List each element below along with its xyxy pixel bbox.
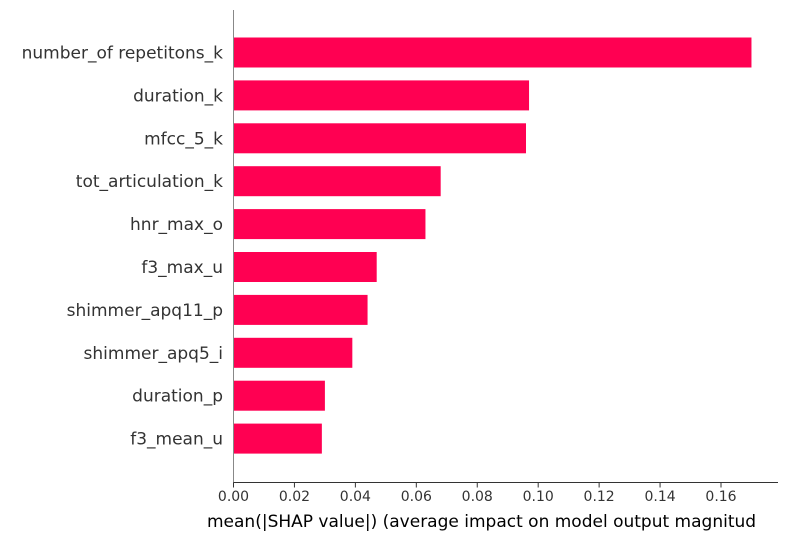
- bar-mfcc_5_k: [233, 123, 526, 154]
- bar-tot_articulation_k: [233, 166, 441, 197]
- category-label: duration_k: [133, 86, 223, 106]
- x-tick-label: 0.06: [401, 489, 432, 505]
- category-label: shimmer_apq5_i: [84, 344, 223, 364]
- category-label: duration_p: [132, 387, 223, 407]
- x-tick-label: 0.08: [462, 489, 493, 505]
- bar-shimmer_apq5_i: [233, 337, 353, 368]
- x-tick-label: 0.02: [279, 489, 310, 505]
- x-tick-label: 0.14: [644, 489, 675, 505]
- bar-hnr_max_o: [233, 209, 426, 240]
- x-tick-label: 0.16: [705, 489, 736, 505]
- x-ticks: 0.00 0.02 0.04 0.06 0.08 0.10 0.12 0.14 0.16: [218, 482, 737, 505]
- category-label: number_of repetitons_k: [22, 44, 224, 64]
- x-axis-label: mean(|SHAP value|) (average impact on mo…: [207, 512, 756, 532]
- bar-duration_p: [233, 380, 325, 411]
- category-label: shimmer_apq11_p: [67, 301, 223, 321]
- bar-shimmer_apq11_p: [233, 294, 368, 325]
- bar-number_of repetitons_k: [233, 37, 752, 68]
- category-label: hnr_max_o: [130, 215, 223, 235]
- x-tick-label: 0.04: [340, 489, 371, 505]
- bar-f3_max_u: [233, 252, 377, 282]
- category-label: f3_mean_u: [130, 430, 223, 450]
- bars-layer: [233, 37, 752, 454]
- x-tick-label: 0.00: [218, 489, 249, 505]
- bar-duration_k: [233, 80, 530, 111]
- category-label: mfcc_5_k: [144, 129, 223, 149]
- bar-f3_mean_u: [233, 423, 322, 454]
- category-label: tot_articulation_k: [76, 172, 223, 192]
- x-tick-label: 0.12: [584, 489, 615, 505]
- x-tick-label: 0.10: [523, 489, 554, 505]
- category-labels: number_of repetitons_k duration_k mfcc_5_k…: [22, 44, 224, 450]
- category-label: f3_max_u: [141, 258, 223, 278]
